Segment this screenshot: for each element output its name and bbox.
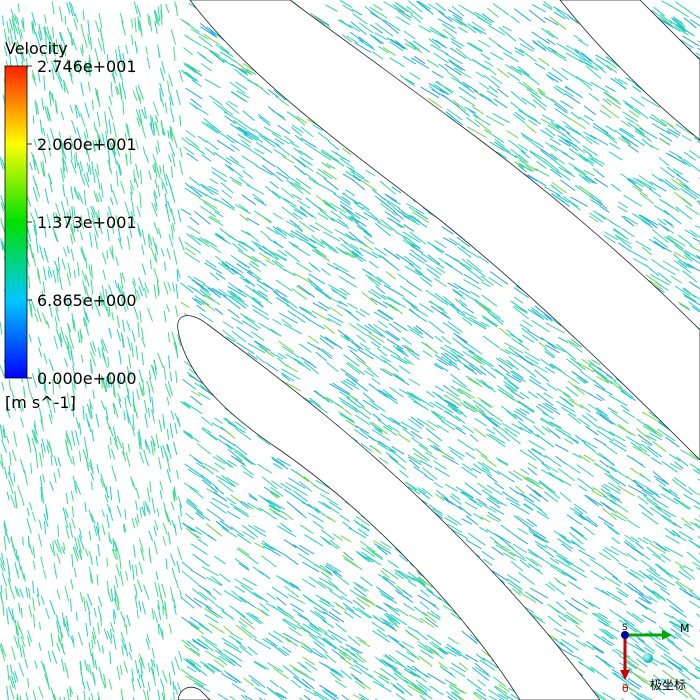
triad-ball	[643, 653, 653, 663]
arrow-head	[620, 670, 630, 680]
axis-label: S	[622, 623, 628, 633]
axis-triad: S M θ 极坐标	[620, 622, 690, 695]
legend-tick-label: 2.746e+001	[37, 57, 137, 76]
legend-tick-label: 0.000e+000	[37, 369, 137, 388]
legend-unit: [m s^-1]	[5, 393, 76, 412]
legend-tick-label: 1.373e+001	[37, 213, 137, 232]
triad-caption: 极坐标	[650, 678, 686, 692]
color-bar	[4, 65, 28, 379]
axis-label: M	[680, 622, 690, 635]
axis-origin	[621, 631, 629, 639]
blade	[177, 686, 211, 700]
blades	[177, 0, 700, 700]
legend-tick-label: 6.865e+000	[37, 291, 137, 310]
legend-tick-label: 2.060e+001	[37, 135, 137, 154]
blade	[559, 0, 700, 141]
arrow-head	[662, 630, 672, 640]
legend-title: Velocity	[5, 39, 68, 58]
legend: Velocity 2.746e+001 2.060e+001 1.373e+001 6…	[4, 39, 137, 412]
axis-label: θ	[622, 682, 629, 695]
blade	[177, 315, 601, 700]
